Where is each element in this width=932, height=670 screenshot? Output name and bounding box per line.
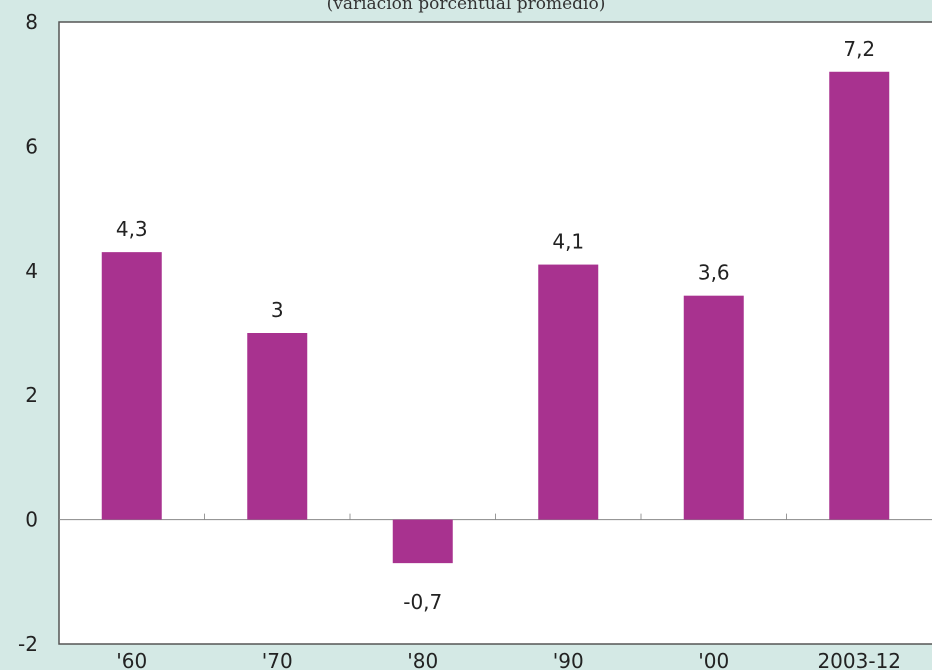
bars xyxy=(101,71,890,564)
x-axis-labels: '60 '70 '80 '90 '00 2003-12 xyxy=(116,649,901,670)
bar-value-label: 3,6 xyxy=(698,261,730,285)
y-tick-label: 8 xyxy=(25,10,38,34)
bar-value-label: 3 xyxy=(271,298,284,322)
bar xyxy=(829,71,890,520)
x-tick-label: 2003-12 xyxy=(817,649,901,670)
bar-value-label: 4,3 xyxy=(116,217,148,241)
x-tick-label: '90 xyxy=(553,649,584,670)
chart-subtitle: (variación porcentual promedio) xyxy=(326,0,606,14)
y-tick-label: 0 xyxy=(25,508,38,532)
y-tick-label: 4 xyxy=(25,259,38,283)
data-labels: 4,3 3 -0,7 4,1 3,6 7,2 xyxy=(116,37,875,614)
y-tick-label: 6 xyxy=(25,134,38,158)
bar-value-label: -0,7 xyxy=(403,590,442,614)
bar xyxy=(683,295,744,520)
bar-value-label: 7,2 xyxy=(843,37,875,61)
y-tick-label: 2 xyxy=(25,383,38,407)
bar xyxy=(101,252,162,520)
x-tick-label: '80 xyxy=(407,649,438,670)
y-axis-labels: -2 0 2 4 6 8 xyxy=(18,10,38,656)
x-tick-label: '00 xyxy=(698,649,729,670)
tick-marks xyxy=(204,513,787,520)
bar xyxy=(538,264,599,520)
bar-value-label: 4,1 xyxy=(552,230,584,254)
plot-area xyxy=(58,21,932,645)
x-tick-label: '60 xyxy=(116,649,147,670)
bar xyxy=(392,519,453,564)
x-tick-label: '70 xyxy=(262,649,293,670)
y-tick-label: -2 xyxy=(18,632,38,656)
bar xyxy=(247,333,308,520)
